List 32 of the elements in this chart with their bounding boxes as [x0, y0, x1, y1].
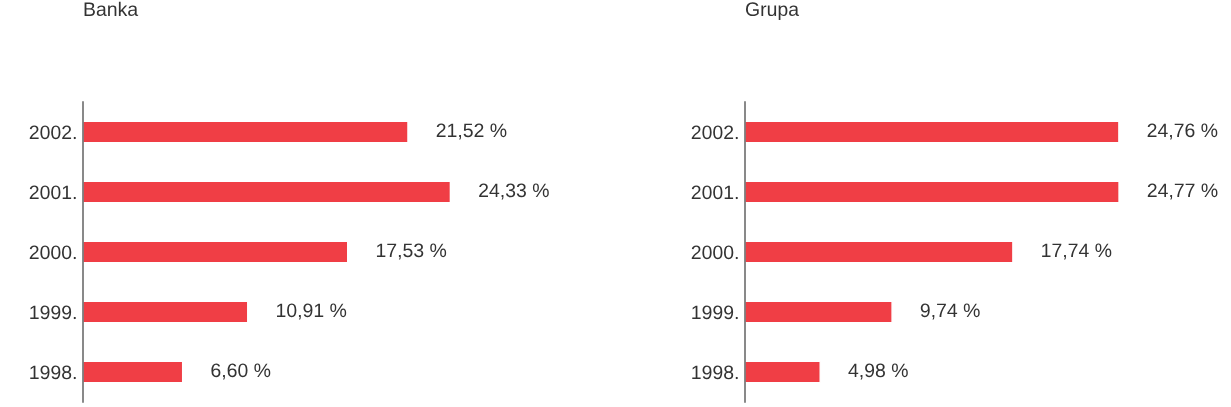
bar [745, 360, 821, 384]
bar [83, 120, 409, 144]
y-tick-label: 2000. [29, 245, 76, 260]
data-label: 24,77 % [1147, 183, 1218, 200]
data-label: 17,53 % [376, 243, 447, 260]
y-tick-label: 1999. [30, 305, 76, 320]
chart-title: Grupa [745, 2, 800, 20]
bar [745, 180, 1120, 204]
y-tick-label: 2002. [29, 125, 76, 140]
chart-title: Banka [84, 1, 139, 17]
y-tick-label: 1999. [692, 305, 738, 320]
bar [745, 300, 893, 324]
bar [745, 120, 1120, 144]
bar [83, 300, 249, 324]
bar [83, 180, 452, 204]
data-label: 24,33 % [479, 183, 549, 200]
y-tick-label: 2001. [29, 185, 76, 200]
data-label: 24,76 % [1147, 123, 1218, 140]
data-label: 6,60 % [211, 363, 271, 380]
y-tick-label: 1998. [30, 365, 76, 380]
data-label: 10,91 % [277, 303, 347, 320]
data-label: 17,74 % [1042, 243, 1112, 260]
y-tick-label: 2001. [691, 185, 738, 200]
bar [83, 240, 349, 264]
bar [745, 240, 1014, 264]
y-tick-label: 2002. [691, 125, 738, 140]
data-label: 9,74 % [920, 303, 980, 320]
data-label: 21,52 % [436, 123, 507, 140]
y-tick-label: 1998. [692, 365, 738, 380]
bar [83, 360, 184, 384]
y-tick-label: 2000. [691, 245, 738, 260]
data-label: 4,98 % [848, 363, 908, 380]
